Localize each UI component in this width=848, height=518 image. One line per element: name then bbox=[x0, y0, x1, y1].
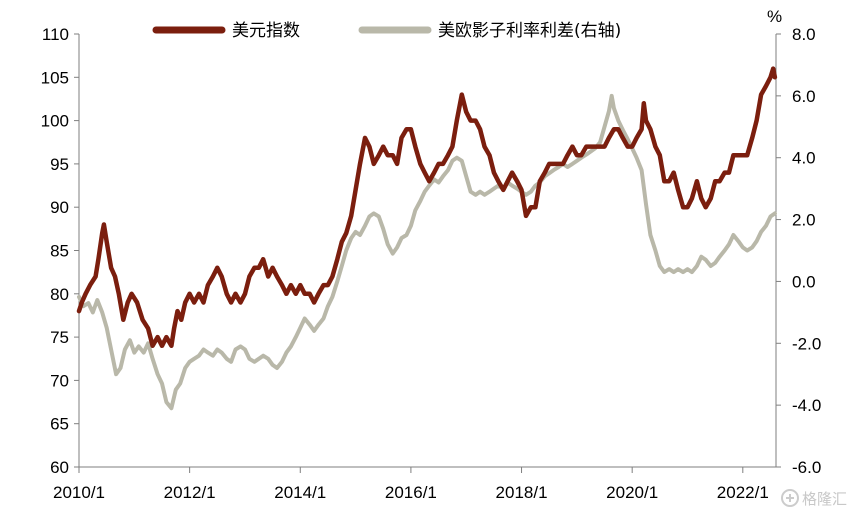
left-tick-label: 75 bbox=[50, 328, 69, 347]
watermark-text: 格隆汇 bbox=[802, 490, 847, 508]
legend-label-spread: 美欧影子利率利差(右轴) bbox=[438, 21, 621, 41]
series-layer bbox=[76, 66, 778, 411]
left-tick-label: 100 bbox=[41, 112, 69, 131]
left-tick-label: 60 bbox=[50, 458, 69, 477]
right-axis-unit: % bbox=[767, 7, 782, 26]
x-tick-label: 2022/1 bbox=[717, 483, 769, 502]
left-tick-label: 105 bbox=[41, 68, 69, 87]
x-tick-label: 2010/1 bbox=[53, 483, 105, 502]
left-tick-label: 90 bbox=[50, 198, 69, 217]
right-tick-label: -6.0 bbox=[792, 458, 821, 477]
left-tick-label: 65 bbox=[50, 415, 69, 434]
series-line-usd-index bbox=[76, 66, 778, 349]
x-tick-label: 2018/1 bbox=[496, 483, 548, 502]
right-tick-label: 4.0 bbox=[792, 149, 816, 168]
right-tick-label: 6.0 bbox=[792, 87, 816, 106]
series-line-spread bbox=[77, 93, 777, 411]
x-tick-label: 2012/1 bbox=[164, 483, 216, 502]
left-tick-label: 70 bbox=[50, 371, 69, 390]
axes: 60 65 70 75 80 85 90 95 100 105 110 -6.0 -4.0 -2.0 0.0… bbox=[41, 25, 822, 502]
x-tick-label: 2016/1 bbox=[385, 483, 437, 502]
right-tick-label: -4.0 bbox=[792, 396, 821, 415]
left-tick-label: 80 bbox=[50, 285, 69, 304]
watermark: 格隆汇 bbox=[781, 489, 847, 508]
right-tick-label: 2.0 bbox=[792, 211, 816, 230]
left-tick-label: 85 bbox=[50, 242, 69, 261]
x-tick-label: 2020/1 bbox=[606, 483, 658, 502]
left-tick-label: 95 bbox=[50, 155, 69, 174]
right-tick-label: 0.0 bbox=[792, 272, 816, 291]
left-tick-label: 110 bbox=[42, 25, 69, 44]
right-tick-label: -2.0 bbox=[792, 334, 821, 353]
legend: 美元指数 美欧影子利率利差(右轴) bbox=[152, 21, 621, 41]
legend-label-usd-index: 美元指数 bbox=[232, 21, 300, 41]
gelonghui-logo-icon bbox=[781, 489, 799, 507]
right-tick-label: 8.0 bbox=[792, 25, 816, 44]
x-tick-label: 2014/1 bbox=[274, 483, 326, 502]
